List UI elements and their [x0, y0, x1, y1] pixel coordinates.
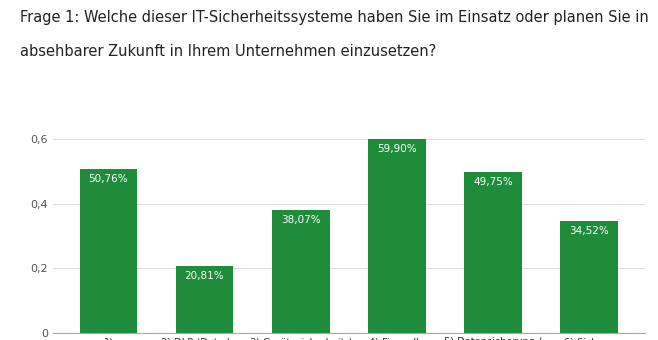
- Text: absehbarer Zukunft in Ihrem Unternehmen einzusetzen?: absehbarer Zukunft in Ihrem Unternehmen …: [20, 44, 436, 59]
- Bar: [560, 221, 618, 333]
- Text: 49,75%: 49,75%: [473, 177, 513, 187]
- Bar: [368, 139, 426, 333]
- Bar: [80, 169, 138, 333]
- Text: 34,52%: 34,52%: [569, 226, 609, 236]
- Text: 20,81%: 20,81%: [185, 271, 224, 281]
- Bar: [176, 266, 234, 333]
- Bar: [464, 172, 522, 333]
- Text: 38,07%: 38,07%: [281, 215, 320, 225]
- Text: 59,90%: 59,90%: [377, 144, 417, 154]
- Text: Frage 1: Welche dieser IT-Sicherheitssysteme haben Sie im Einsatz oder planen Si: Frage 1: Welche dieser IT-Sicherheitssys…: [20, 10, 649, 25]
- Bar: [272, 210, 330, 333]
- Text: 50,76%: 50,76%: [89, 174, 128, 184]
